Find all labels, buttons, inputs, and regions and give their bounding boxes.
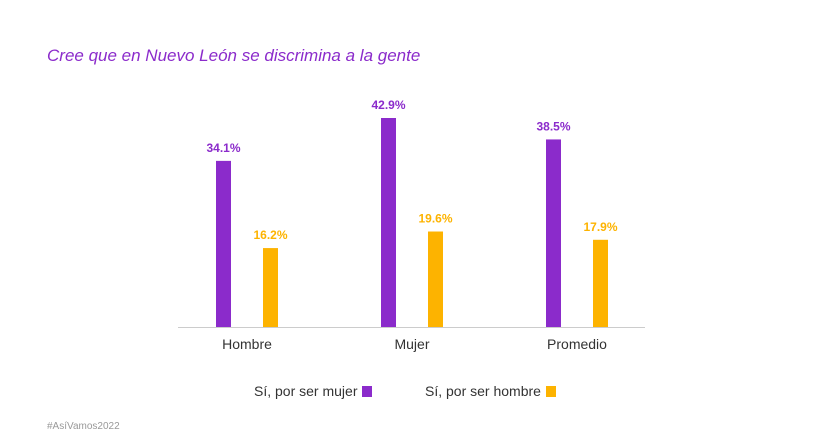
data-label: 19.6% — [418, 212, 452, 226]
bar — [263, 248, 278, 327]
data-label: 16.2% — [253, 228, 287, 242]
data-label: 42.9% — [371, 98, 405, 112]
legend-swatch — [362, 385, 373, 397]
bar — [381, 118, 396, 327]
legend-item-hombre: Sí, por ser hombre — [425, 383, 556, 399]
chart-title: Cree que en Nuevo León se discrimina a l… — [47, 46, 421, 65]
legend-label: Sí, por ser hombre — [425, 383, 541, 399]
footer-hashtag: #AsíVamos2022 — [47, 421, 120, 432]
data-label: 38.5% — [536, 119, 570, 133]
legend-item-mujer: Sí, por ser mujer — [254, 383, 373, 399]
bar — [593, 239, 608, 327]
data-label: 34.1% — [206, 141, 240, 155]
data-label: 17.9% — [583, 220, 617, 234]
legend-label: Sí, por ser mujer — [254, 383, 358, 399]
x-tick-label: Mujer — [394, 336, 429, 352]
legend-swatch — [545, 385, 556, 397]
bar — [216, 160, 231, 327]
bar — [428, 231, 443, 327]
x-tick-label: Promedio — [547, 336, 607, 352]
bar — [546, 139, 561, 327]
x-tick-label: Hombre — [222, 336, 272, 352]
